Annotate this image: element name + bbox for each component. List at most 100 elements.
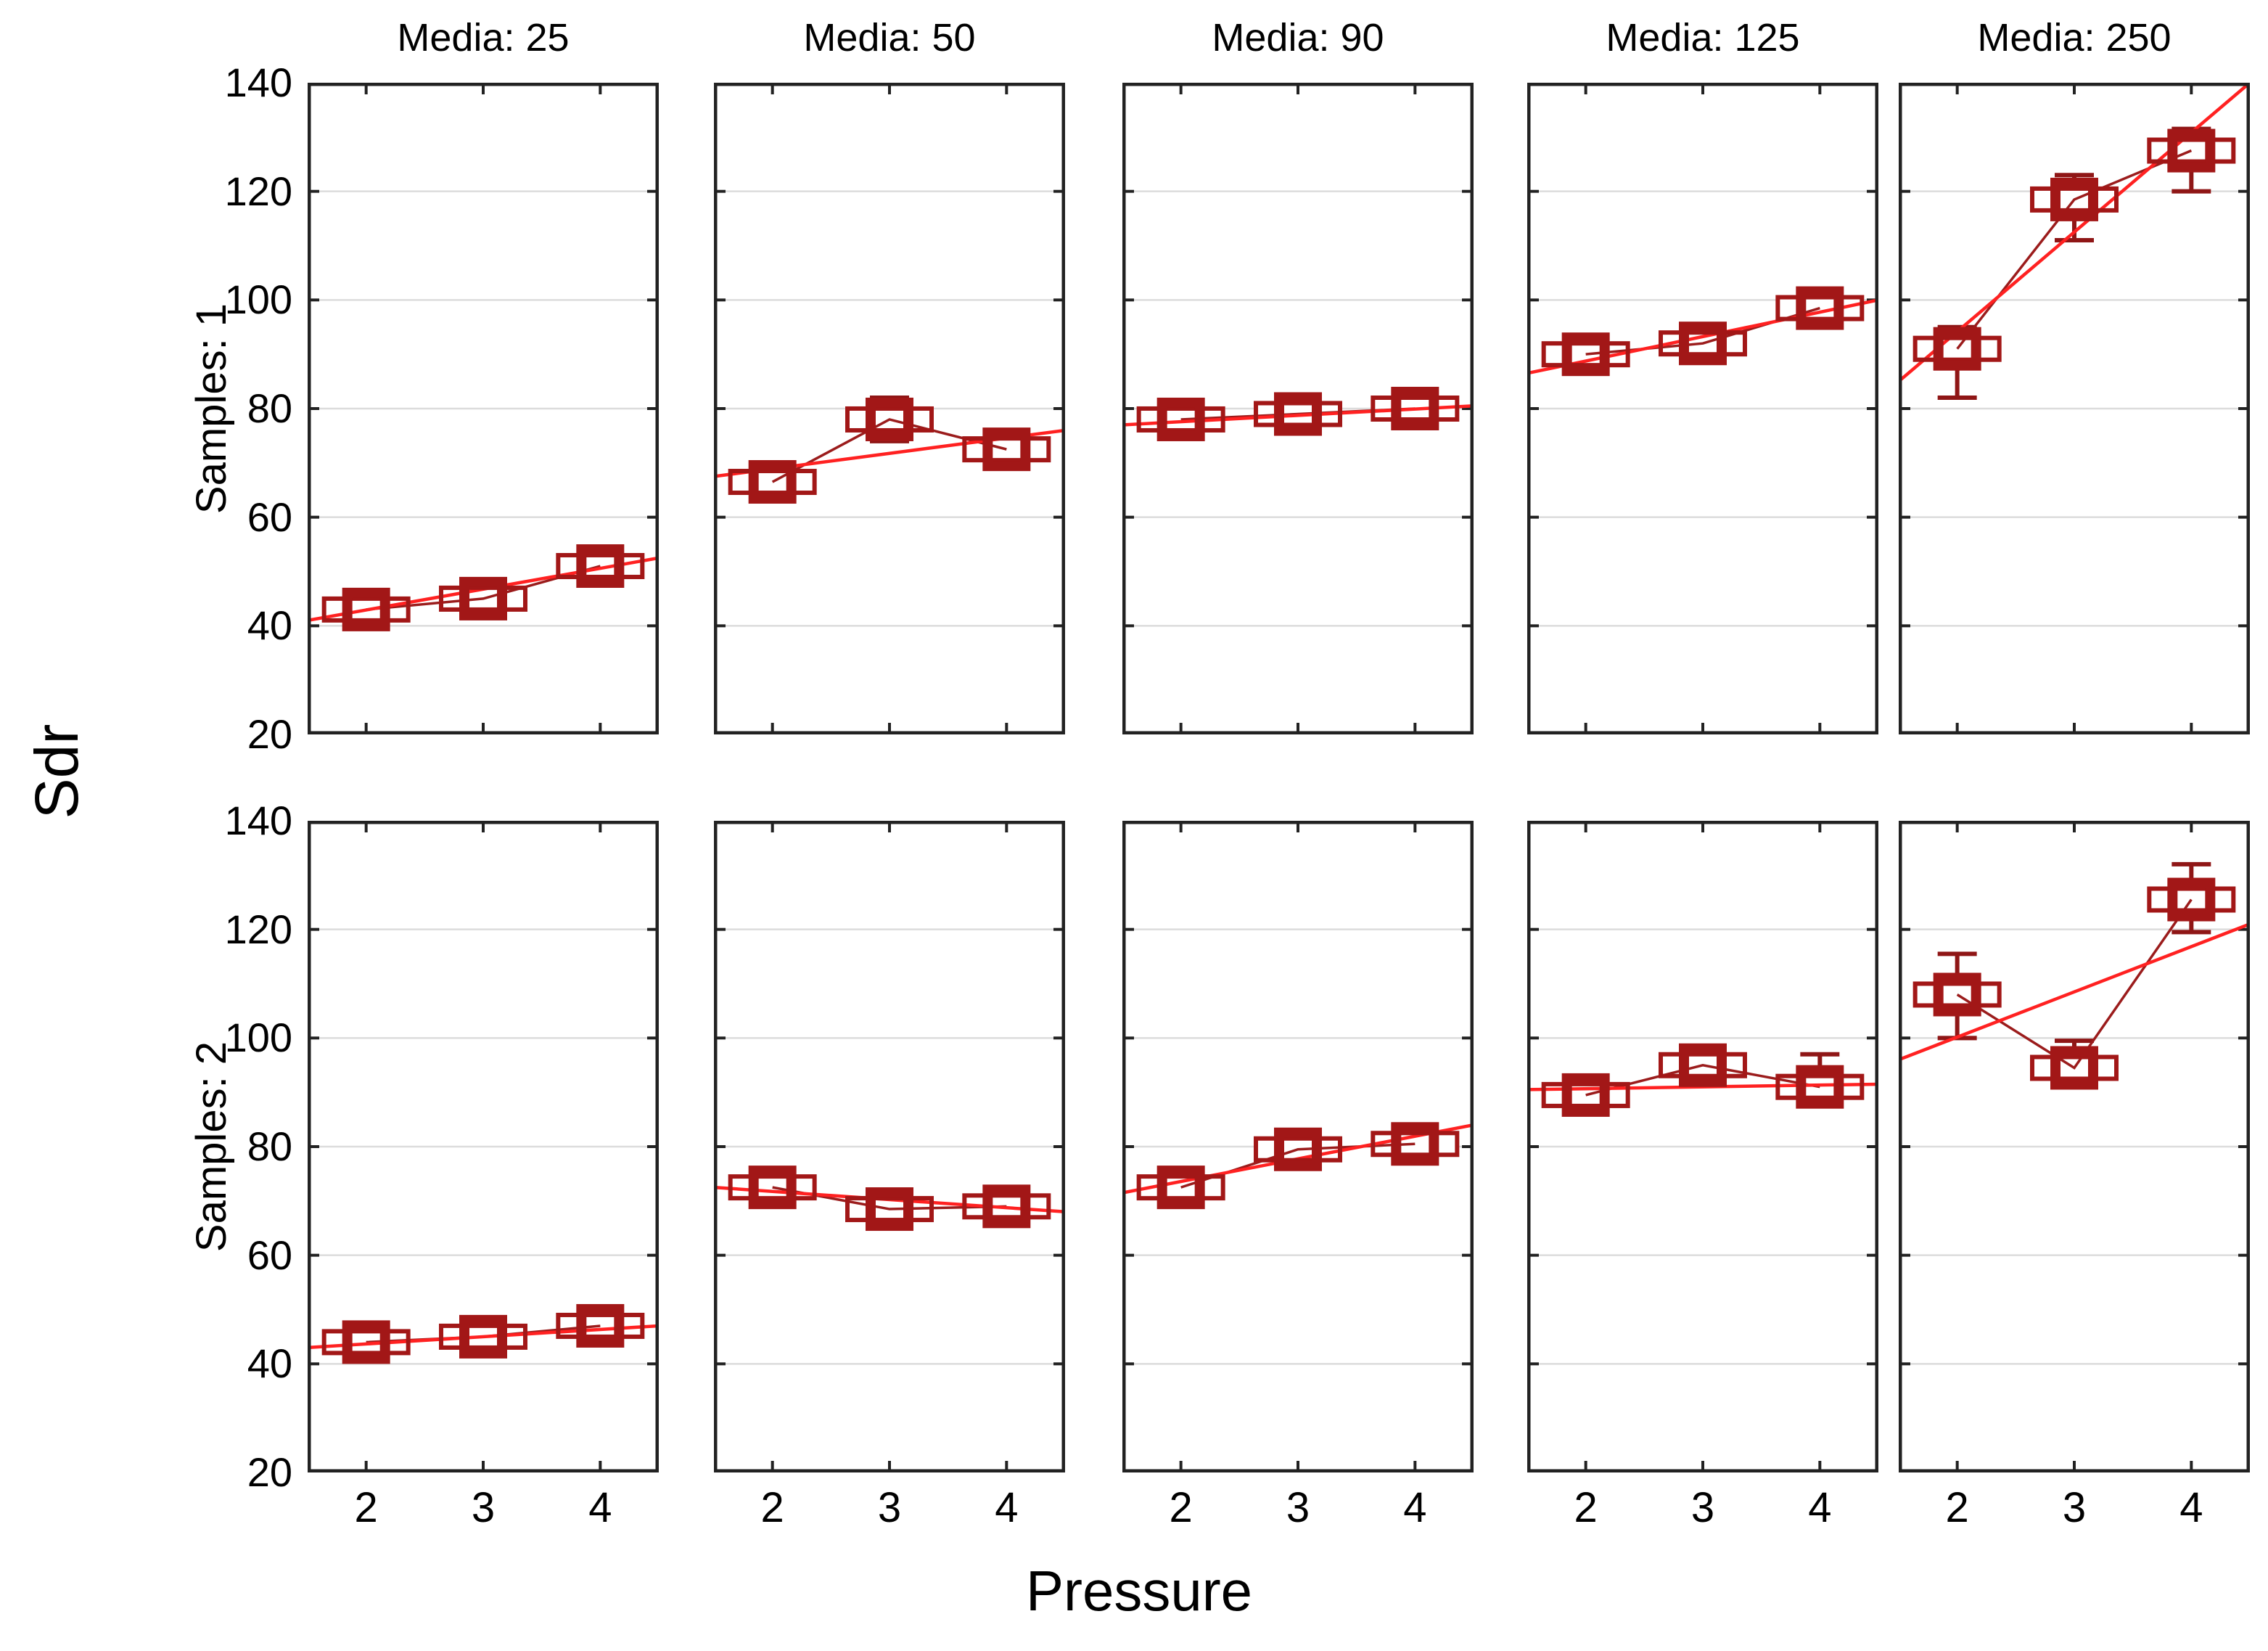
x-tick-label: 3 — [877, 1484, 902, 1531]
panel-media-125-samples-2 — [1527, 821, 1878, 1472]
x-tick-label: 4 — [2179, 1484, 2203, 1531]
marker-se-box — [1254, 401, 1342, 427]
marker-se-box — [962, 1193, 1051, 1220]
marker-se-box — [2147, 886, 2236, 913]
panel-media-250-samples-1 — [1899, 83, 2250, 734]
marker-se-box — [1371, 396, 1460, 422]
y-tick-label: 100 — [224, 276, 292, 323]
marker-se-box — [728, 469, 817, 496]
panel-border — [1122, 83, 1474, 734]
marker-se-box — [321, 596, 411, 623]
marker-mean-square — [459, 1314, 507, 1359]
marker-mean-square — [1561, 332, 1610, 377]
panel-border — [1527, 821, 1878, 1472]
marker-se-box — [1136, 1174, 1225, 1201]
marker-se-box — [556, 1312, 645, 1339]
marker-se-box — [439, 585, 527, 612]
y-tick-label: 140 — [224, 60, 292, 105]
marker-mean-square — [1274, 392, 1322, 436]
y-tick-label: 80 — [247, 385, 292, 431]
x-tick-label: 3 — [1690, 1484, 1715, 1531]
x-tick-label: 4 — [995, 1484, 1019, 1531]
x-tick-label: 2 — [760, 1484, 784, 1531]
marker-se-box — [2030, 186, 2119, 213]
marker-mean-square — [2050, 1046, 2098, 1090]
marker-mean-square — [1391, 1122, 1439, 1166]
marker-se-box — [728, 1174, 817, 1201]
fit-line — [1122, 404, 1474, 427]
panel-border — [1899, 83, 2250, 734]
marker-mean-square — [982, 427, 1031, 472]
x-axis-title: Pressure — [1025, 1559, 1253, 1623]
x-tick-label: 3 — [1286, 1484, 1310, 1531]
marker-mean-square — [1796, 1065, 1844, 1109]
panel-media-250-samples-2 — [1899, 821, 2250, 1472]
y-tick-label: 20 — [247, 711, 292, 757]
y-tick-label: 120 — [224, 906, 292, 952]
panel-border — [308, 821, 659, 1472]
marker-mean-square — [1679, 321, 1727, 366]
x-tick-label: 3 — [471, 1484, 496, 1531]
marker-se-box — [1136, 406, 1225, 433]
x-tick-label: 4 — [588, 1484, 612, 1531]
panel-media-25-samples-2 — [308, 821, 659, 1472]
marker-se-box — [1775, 295, 1865, 321]
x-tick-label: 2 — [354, 1484, 378, 1531]
marker-se-box — [1541, 1081, 1630, 1108]
panel-border — [714, 83, 1065, 734]
x-tick-label: 4 — [1403, 1484, 1427, 1531]
marker-mean-square — [576, 544, 625, 589]
marker-mean-square — [1561, 1073, 1610, 1117]
marker-se-box — [1912, 335, 2002, 362]
marker-mean-square — [866, 1187, 913, 1232]
fit-line — [1527, 298, 1878, 375]
marker-mean-square — [342, 587, 390, 631]
marker-mean-square — [2167, 128, 2216, 173]
panel-media-50-samples-2 — [714, 821, 1065, 1472]
marker-mean-square — [459, 576, 507, 620]
x-tick-label: 3 — [2062, 1484, 2087, 1531]
column-header-media-90: Media: 90 — [1212, 16, 1384, 60]
y-tick-label: 60 — [247, 493, 292, 540]
x-tick-label: 4 — [1808, 1484, 1832, 1531]
x-tick-label: 2 — [1574, 1484, 1598, 1531]
y-tick-label: 140 — [224, 798, 292, 843]
y-tick-label: 40 — [247, 1340, 292, 1387]
marker-mean-square — [748, 460, 797, 504]
marker-se-box — [1659, 330, 1747, 357]
panel-media-50-samples-1 — [714, 83, 1065, 734]
y-axis-title: Sdr — [22, 724, 91, 819]
panel-media-90-samples-1 — [1122, 83, 1474, 734]
marker-mean-square — [748, 1165, 797, 1210]
marker-se-box — [1912, 981, 2002, 1008]
marker-mean-square — [1156, 397, 1205, 441]
y-tick-label: 80 — [247, 1123, 292, 1169]
fit-line — [308, 1324, 659, 1350]
connector-line — [1956, 898, 2193, 1070]
column-header-media-50: Media: 50 — [803, 16, 976, 60]
marker-se-box — [1254, 1136, 1342, 1163]
panel-border — [308, 83, 659, 734]
marker-mean-square — [1796, 286, 1844, 330]
marker-mean-square — [2167, 877, 2216, 922]
marker-se-box — [1775, 1073, 1865, 1100]
panel-border — [1122, 821, 1474, 1472]
marker-se-box — [1659, 1052, 1747, 1078]
marker-mean-square — [342, 1320, 390, 1364]
y-tick-label: 20 — [247, 1449, 292, 1495]
x-tick-label: 2 — [1169, 1484, 1193, 1531]
marker-mean-square — [1933, 327, 1981, 371]
marker-se-box — [962, 436, 1051, 463]
marker-mean-square — [1679, 1043, 1727, 1087]
panel-media-25-samples-1 — [308, 83, 659, 734]
marker-mean-square — [1274, 1127, 1322, 1171]
panel-media-125-samples-1 — [1527, 83, 1878, 734]
y-tick-label: 100 — [224, 1015, 292, 1061]
marker-mean-square — [1391, 387, 1439, 430]
panel-border — [1527, 83, 1878, 734]
panel-border — [1899, 821, 2250, 1472]
marker-se-box — [845, 1196, 934, 1223]
marker-se-box — [556, 553, 645, 580]
marker-se-box — [845, 406, 934, 433]
